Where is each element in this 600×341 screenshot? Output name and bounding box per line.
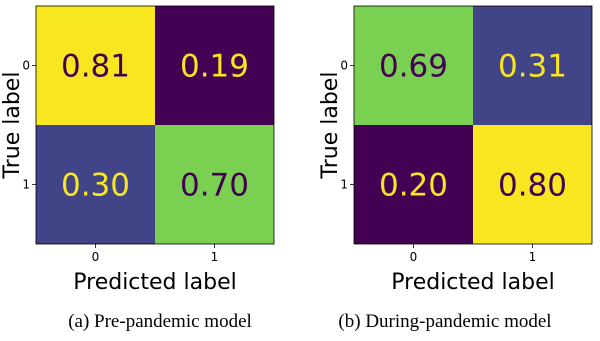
matrix-cell: [36, 125, 155, 244]
matrix-cell: [155, 6, 274, 125]
x-tick-label: 0: [92, 250, 100, 264]
cell-value-label: 0.31: [498, 49, 567, 85]
cell-value-label: 0.19: [180, 49, 249, 85]
y-axis-label: True label: [0, 72, 25, 180]
y-tick-label: 1: [22, 178, 30, 192]
cell-value-label: 0.30: [61, 168, 130, 204]
x-tick-label: 1: [529, 250, 537, 264]
matrix-cell: [155, 125, 274, 244]
matrix-cell: [36, 6, 155, 125]
cell-value-label: 0.81: [61, 49, 130, 85]
matrix-cell: [473, 6, 592, 125]
matrix-cell: [354, 125, 473, 244]
confusion-matrix-panel-a: 0.81 0.19 0.30 0.70 0 1 0 1 Predicted label True …: [0, 5, 275, 332]
matrix-cell: [473, 125, 592, 244]
y-axis-label: True label: [318, 72, 343, 180]
plot-frame: [353, 5, 593, 245]
cell-value-label: 0.80: [498, 168, 567, 204]
matrix-cell: [354, 6, 473, 125]
y-tick-label: 1: [340, 178, 348, 192]
cell-value-label: 0.70: [180, 168, 249, 204]
figure-caption: (b) During-pandemic model: [338, 311, 551, 332]
y-tick-label: 0: [22, 59, 30, 73]
x-axis-label: Predicted label: [73, 270, 236, 295]
cell-value-label: 0.69: [379, 49, 448, 85]
plot-frame: [35, 5, 275, 245]
cell-value-label: 0.20: [379, 168, 448, 204]
confusion-matrix-panel-b: 0.69 0.31 0.20 0.80 0 1 0 1 Predicted label True …: [318, 5, 593, 332]
x-axis-label: Predicted label: [391, 270, 554, 295]
y-tick-label: 0: [340, 59, 348, 73]
x-tick-label: 1: [211, 250, 219, 264]
figure-caption: (a) Pre-pandemic model: [68, 311, 252, 332]
x-tick-label: 0: [410, 250, 418, 264]
